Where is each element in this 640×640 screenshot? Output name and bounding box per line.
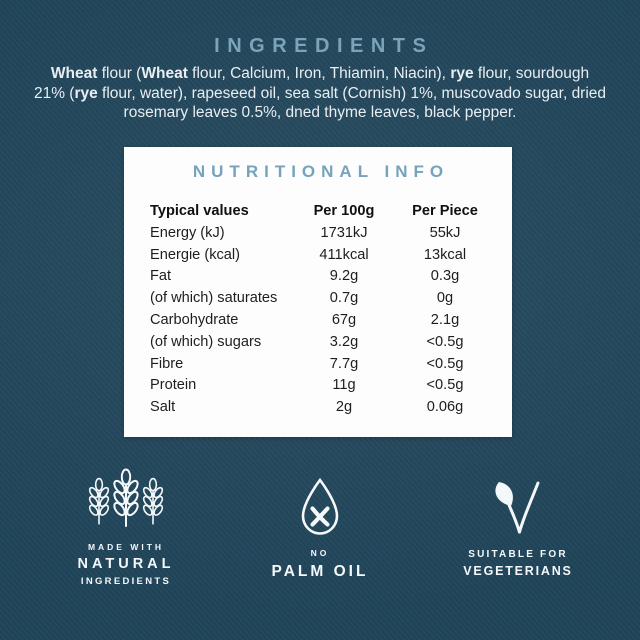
ingredients-text: Wheat flour (Wheat flour, Calcium, Iron,… bbox=[0, 64, 640, 123]
nutrition-cell: 2g bbox=[335, 399, 353, 416]
badge-text-line: INGREDIENTS bbox=[80, 576, 172, 587]
wheat-icon bbox=[87, 468, 165, 527]
nutrition-cell: 67g bbox=[331, 311, 357, 328]
nutrition-row: Protein 11g <0.5g bbox=[150, 375, 512, 397]
nutrition-row: Energy (kJ) 1731kJ 55kJ bbox=[150, 223, 512, 245]
badge-text-line: NATURAL bbox=[77, 556, 175, 572]
badge-text-line: NO bbox=[310, 548, 330, 558]
nutrition-cell: Protein bbox=[150, 377, 197, 394]
nutrition-cell: Energie (kcal) bbox=[150, 246, 241, 263]
nutrition-cell: <0.5g bbox=[426, 377, 464, 394]
nutrition-cell: Energy (kJ) bbox=[150, 224, 225, 241]
nutrition-cell: (of which) sugars bbox=[150, 333, 262, 350]
badge-text-line: SUITABLE FOR bbox=[468, 549, 568, 560]
ingredients-line: rosemary leaves 0.5%, dned thyme leaves,… bbox=[123, 104, 517, 121]
badge-text-line: MADE WITH bbox=[87, 542, 165, 552]
nutrition-cell: 0g bbox=[436, 290, 454, 307]
nutrition-row: Carbohydrate 67g 2.1g bbox=[150, 310, 512, 332]
nutrition-table: Typical values Per 100g Per Piece Energy (k… bbox=[124, 201, 512, 419]
nutrition-cell: Fibre bbox=[150, 355, 184, 372]
nutrition-heading: NUTRITIONAL INFO bbox=[192, 162, 450, 181]
nutrition-cell: 9.2g bbox=[329, 268, 359, 285]
nutrition-cell: <0.5g bbox=[426, 355, 464, 372]
nutrition-cell: 2.1g bbox=[430, 311, 460, 328]
nutrition-cell: 13kcal bbox=[423, 246, 467, 263]
nutrition-cell: 11g bbox=[332, 377, 356, 394]
nutrition-cell: 1731kJ bbox=[320, 224, 368, 241]
nutrition-card: NUTRITIONAL INFO Typical values Per 100g P… bbox=[124, 147, 512, 437]
nutrition-cell: 7.7g bbox=[329, 355, 359, 372]
nutrition-row: Energie (kcal) 411kcal 13kcal bbox=[150, 245, 512, 267]
nutrition-row: Salt 2g 0.06g bbox=[150, 397, 512, 419]
nutrition-cell: (of which) saturates bbox=[150, 290, 278, 307]
nutrition-cell: Per Piece bbox=[412, 203, 478, 219]
nutrition-cell: 55kJ bbox=[429, 224, 461, 241]
badge-suitable-for-vegetarians: SUITABLE FOR VEGETERIANS bbox=[418, 480, 618, 578]
nutrition-cell: <0.5g bbox=[426, 333, 464, 350]
nutrition-cell: Carbohydrate bbox=[150, 311, 239, 328]
nutrition-cell: 0.06g bbox=[426, 399, 464, 416]
nutrition-cell: 0.3g bbox=[430, 268, 460, 285]
nutrition-cell: Salt bbox=[150, 399, 176, 416]
badge-no-palm-oil: NO PALM OIL bbox=[220, 477, 420, 581]
nutrition-row: Fibre 7.7g <0.5g bbox=[150, 354, 512, 376]
ingredients-heading: INGREDIENTS bbox=[214, 35, 434, 57]
badge-text-line: PALM OIL bbox=[271, 563, 369, 580]
ingredients-line: 21% (rye flour, water), rapeseed oil, se… bbox=[33, 84, 607, 102]
nutrition-row: (of which) saturates 0.7g 0g bbox=[150, 288, 512, 310]
nutrition-header-row: Typical values Per 100g Per Piece bbox=[150, 201, 512, 223]
nutrition-cell: Typical values bbox=[150, 203, 249, 219]
nutrition-row: (of which) sugars 3.2g <0.5g bbox=[150, 332, 512, 354]
nutrition-cell: 3.2g bbox=[329, 333, 359, 350]
no-palm-oil-icon bbox=[301, 477, 339, 535]
nutrition-cell: Fat bbox=[150, 268, 172, 285]
badge-text-line: VEGETERIANS bbox=[463, 564, 573, 578]
vegetarian-leaf-icon bbox=[495, 481, 540, 534]
nutrition-row: Fat 9.2g 0.3g bbox=[150, 266, 512, 288]
badge-natural-ingredients: MADE WITH NATURAL INGREDIENTS bbox=[26, 468, 226, 587]
nutrition-cell: Per 100g bbox=[313, 203, 375, 219]
nutrition-cell: 0.7g bbox=[329, 290, 359, 307]
ingredients-line: Wheat flour (Wheat flour, Calcium, Iron,… bbox=[50, 65, 590, 82]
nutrition-cell: 411kcal bbox=[319, 246, 369, 263]
